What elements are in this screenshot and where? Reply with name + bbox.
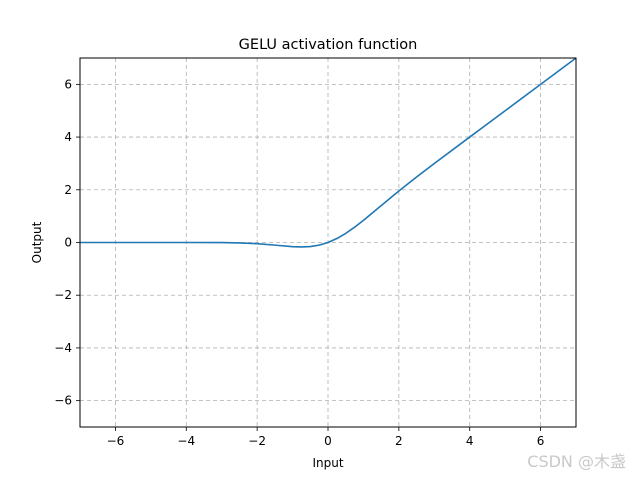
x-tick-label: −2: [248, 434, 266, 448]
series-layer: [80, 57, 577, 248]
chart-title: GELU activation function: [239, 37, 418, 53]
x-tick-label: −6: [107, 434, 125, 448]
y-tick-label: −6: [54, 394, 72, 408]
x-tick-label: 0: [324, 434, 332, 448]
x-tick-label: 2: [395, 434, 403, 448]
x-ticks: −6 −4 −2 0 2 4 6: [107, 427, 545, 448]
y-tick-label: 6: [64, 77, 72, 91]
gelu-line: [80, 57, 577, 248]
y-ticks: −6 −4 −2 0 2 4 6: [54, 77, 80, 408]
x-tick-label: 6: [537, 434, 545, 448]
watermark: CSDN @木盏: [527, 452, 626, 471]
y-tick-label: −2: [54, 288, 72, 302]
y-tick-label: −4: [54, 341, 72, 355]
x-tick-label: 4: [466, 434, 474, 448]
x-tick-label: −4: [177, 434, 195, 448]
y-tick-label: 0: [64, 236, 72, 250]
x-axis-label: Input: [312, 456, 343, 470]
y-axis-label: Output: [30, 221, 44, 263]
y-tick-label: 2: [64, 183, 72, 197]
y-tick-label: 4: [64, 130, 72, 144]
